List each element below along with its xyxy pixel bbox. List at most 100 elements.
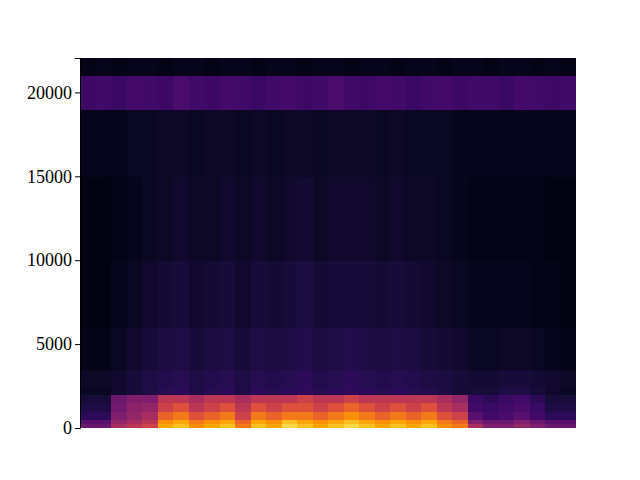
heatmap-cell — [80, 420, 96, 425]
heatmap-cell — [313, 386, 329, 395]
heatmap-cell — [173, 58, 189, 76]
heatmap-cell — [499, 403, 515, 412]
heatmap-cell — [359, 260, 375, 328]
heatmap-cell — [142, 386, 158, 395]
heatmap-cell — [313, 58, 329, 76]
heatmap-cell — [189, 403, 205, 412]
y-tick-label: 20000 — [27, 83, 72, 103]
y-tick-label: 10000 — [27, 250, 72, 270]
heatmap-cell — [127, 394, 143, 403]
heatmap-cell — [142, 424, 158, 428]
heatmap-cell — [406, 394, 422, 403]
heatmap-cell — [251, 109, 267, 177]
heatmap-cell — [96, 76, 112, 110]
heatmap-cell — [514, 420, 530, 425]
heatmap-cell — [189, 109, 205, 177]
heatmap-cell — [235, 327, 251, 369]
heatmap-cell — [437, 109, 453, 177]
heatmap-cell — [452, 394, 468, 403]
heatmap-cell — [96, 424, 112, 428]
heatmap-cell — [483, 76, 499, 110]
heatmap-cell — [452, 327, 468, 369]
heatmap-cell — [530, 411, 546, 420]
heatmap-cell — [406, 260, 422, 328]
heatmap-cell — [390, 369, 406, 386]
heatmap-cell — [142, 420, 158, 425]
heatmap-cell — [313, 403, 329, 412]
heatmap-cell — [173, 176, 189, 260]
heatmap-cell — [297, 411, 313, 420]
heatmap-cell — [328, 76, 344, 110]
heatmap-cell — [468, 109, 484, 177]
heatmap-cell — [390, 327, 406, 369]
heatmap-cell — [530, 424, 546, 428]
heatmap-cell — [514, 76, 530, 110]
heatmap-cell — [96, 260, 112, 328]
heatmap-cell — [266, 424, 282, 428]
heatmap-cell — [235, 109, 251, 177]
heatmap-cell — [220, 403, 236, 412]
heatmap-cell — [266, 176, 282, 260]
heatmap-cell — [297, 176, 313, 260]
heatmap-cell — [220, 411, 236, 420]
heatmap-cell — [344, 386, 360, 395]
heatmap-cell — [499, 424, 515, 428]
heatmap-cell — [530, 327, 546, 369]
heatmap-cell — [158, 109, 174, 177]
y-tick: 0 — [63, 418, 80, 438]
heatmap-cell — [173, 420, 189, 425]
heatmap-cell — [111, 394, 127, 403]
heatmap-cell — [220, 109, 236, 177]
heatmap-cell — [390, 420, 406, 425]
heatmap-cell — [235, 386, 251, 395]
heatmap-cell — [220, 76, 236, 110]
heatmap-cell — [251, 424, 267, 428]
heatmap-cell — [437, 403, 453, 412]
heatmap-cell — [204, 176, 220, 260]
heatmap-cell — [561, 424, 577, 428]
heatmap-cell — [406, 369, 422, 386]
heatmap-cell — [468, 369, 484, 386]
heatmap-cell — [220, 394, 236, 403]
heatmap-cell — [499, 176, 515, 260]
heatmap-cell — [390, 109, 406, 177]
heatmap-cell — [96, 369, 112, 386]
heatmap-cell — [561, 411, 577, 420]
heatmap-cell — [235, 420, 251, 425]
heatmap-cell — [530, 260, 546, 328]
heatmap-cell — [530, 58, 546, 76]
heatmap-cell — [468, 420, 484, 425]
heatmap-cell — [468, 176, 484, 260]
heatmap-cell — [297, 76, 313, 110]
heatmap-cell — [390, 76, 406, 110]
heatmap-cell — [80, 260, 96, 328]
heatmap-cell — [375, 411, 391, 420]
heatmap-cell — [359, 76, 375, 110]
heatmap-cell — [390, 411, 406, 420]
heatmap-cell — [251, 58, 267, 76]
heatmap-cell — [266, 109, 282, 177]
heatmap-cell — [561, 369, 577, 386]
heatmap-cell — [80, 76, 96, 110]
heatmap-cell — [452, 369, 468, 386]
heatmap-cell — [359, 411, 375, 420]
heatmap-cell — [220, 58, 236, 76]
heatmap-cell — [282, 411, 298, 420]
heatmap-cell — [499, 420, 515, 425]
heatmap-cell — [313, 109, 329, 177]
heatmap-cell — [483, 394, 499, 403]
heatmap-cell — [235, 411, 251, 420]
heatmap-cell — [545, 411, 561, 420]
heatmap-cell — [313, 369, 329, 386]
heatmap-cell — [344, 424, 360, 428]
heatmap-cell — [142, 176, 158, 260]
heatmap-cell — [204, 109, 220, 177]
heatmap-cell — [96, 394, 112, 403]
heatmap-cell — [545, 327, 561, 369]
heatmap-cell — [545, 394, 561, 403]
y-tick: 15000 — [27, 167, 80, 187]
heatmap-cell — [266, 411, 282, 420]
heatmap-cell — [142, 403, 158, 412]
heatmap-cell — [173, 411, 189, 420]
heatmap-cell — [452, 386, 468, 395]
